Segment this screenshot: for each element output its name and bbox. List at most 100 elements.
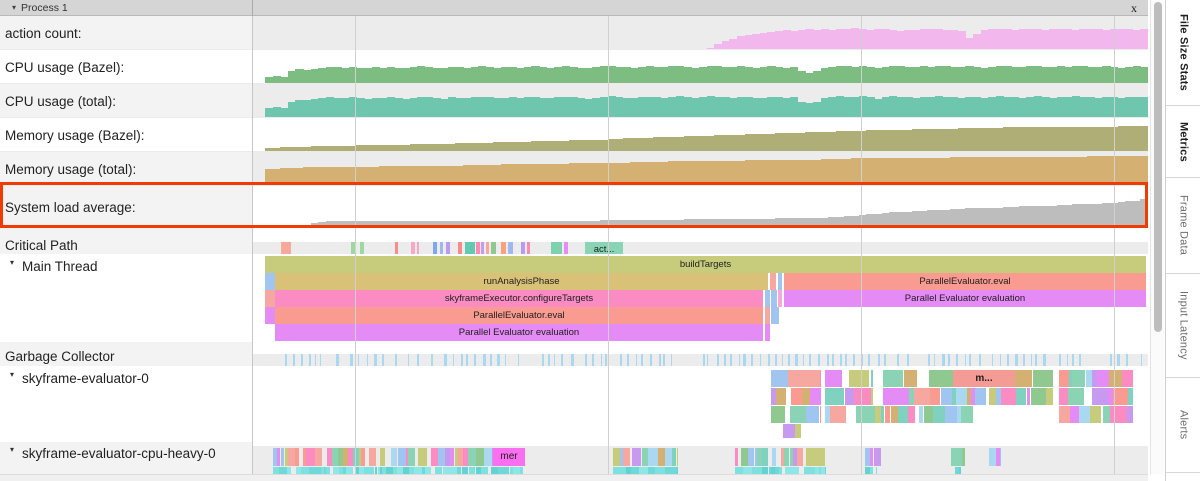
flame-slice[interactable] — [781, 448, 785, 466]
track-row-garbage-collector[interactable]: Garbage Collector — [0, 342, 1148, 366]
flame-slice[interactable] — [1059, 370, 1069, 387]
gc-tick[interactable] — [490, 354, 492, 366]
flame-slice[interactable] — [945, 406, 957, 423]
flame-slice[interactable] — [276, 448, 281, 466]
flame-slice[interactable] — [923, 406, 933, 423]
gc-tick[interactable] — [504, 354, 507, 366]
flame-slice[interactable] — [735, 448, 739, 466]
flame-slice[interactable] — [358, 467, 365, 474]
flame-slice[interactable] — [462, 448, 468, 466]
flame-slice[interactable] — [324, 467, 327, 474]
timeline-area[interactable]: action count: CPU usage (Bazel): CPU usa… — [0, 16, 1148, 474]
flame-slice[interactable] — [333, 467, 339, 474]
gc-tick[interactable] — [452, 354, 455, 366]
flame-slice[interactable] — [346, 467, 354, 474]
flame-slice[interactable] — [830, 406, 847, 423]
flame-slice[interactable] — [497, 467, 506, 474]
critical-path-slice[interactable] — [281, 242, 291, 254]
gc-tick[interactable] — [466, 354, 469, 366]
flame-slice[interactable] — [839, 388, 845, 405]
flame-slice[interactable] — [914, 388, 931, 405]
flame-slice[interactable] — [735, 467, 744, 474]
flame-slice[interactable] — [654, 467, 659, 474]
gc-tick[interactable] — [308, 354, 312, 366]
flame-slice[interactable] — [1097, 370, 1110, 387]
gc-tick[interactable] — [884, 354, 887, 366]
flame-slice[interactable] — [458, 448, 463, 466]
flame-slice[interactable] — [772, 448, 776, 466]
flame-slice[interactable] — [1102, 406, 1111, 423]
flame-slice[interactable] — [377, 467, 380, 474]
flame-slice[interactable] — [397, 467, 403, 474]
gc-tick[interactable] — [716, 354, 720, 366]
flame-slice[interactable] — [449, 448, 455, 466]
flame-slice[interactable] — [771, 406, 785, 423]
gc-tick[interactable] — [605, 354, 607, 366]
flame-slice[interactable] — [854, 388, 872, 405]
flame-slice[interactable] — [898, 406, 908, 423]
gc-tick[interactable] — [394, 354, 397, 366]
track-label-skyframe-evaluator-cpu-heavy-0[interactable]: ▾ skyframe-evaluator-cpu-heavy-0 — [0, 442, 252, 474]
flame-slice[interactable] — [648, 467, 655, 474]
rail-tab-frame-data[interactable]: Frame Data — [1166, 178, 1200, 274]
flame-slice[interactable]: ParallelEvaluator.eval — [784, 273, 1146, 290]
flame-slice[interactable] — [770, 467, 776, 474]
flame-slice[interactable] — [783, 424, 795, 438]
track-canvas-garbage-collector[interactable] — [253, 342, 1148, 366]
gc-tick[interactable] — [818, 354, 820, 366]
chevron-down-icon[interactable]: ▾ — [10, 258, 15, 267]
flame-slice[interactable] — [361, 448, 365, 466]
track-row-cpu-usage-total[interactable]: CPU usage (total): — [0, 84, 1148, 118]
flame-slice[interactable] — [483, 448, 492, 466]
gc-tick[interactable] — [518, 354, 520, 366]
flame-slice[interactable] — [475, 467, 478, 474]
rail-tab-input-latency[interactable]: Input Latency — [1166, 274, 1200, 378]
flame-slice[interactable] — [1068, 388, 1085, 405]
flame-slice[interactable]: runAnalysisPhase — [275, 273, 768, 290]
critical-path-slice[interactable] — [508, 242, 513, 254]
scrollbar-thumb[interactable] — [1154, 2, 1162, 332]
gc-tick[interactable] — [1067, 354, 1069, 366]
flame-slice[interactable] — [825, 388, 840, 405]
flame-slice[interactable] — [818, 467, 821, 474]
flame-slice[interactable] — [301, 467, 309, 474]
gc-tick[interactable] — [964, 354, 967, 366]
gc-tick[interactable] — [852, 354, 855, 366]
flame-slice[interactable] — [288, 448, 295, 466]
gc-tick[interactable] — [781, 354, 784, 366]
gc-tick[interactable] — [832, 354, 834, 366]
flame-slice[interactable] — [676, 448, 677, 466]
critical-path-slice[interactable] — [491, 242, 496, 254]
gc-tick[interactable] — [571, 354, 574, 366]
track-canvas-cpu-usage-total[interactable] — [253, 84, 1148, 118]
track-row-cpu-usage-bazel[interactable]: CPU usage (Bazel): — [0, 50, 1148, 84]
gc-tick[interactable] — [1035, 354, 1037, 366]
flame-slice[interactable] — [374, 467, 378, 474]
gc-tick[interactable] — [627, 354, 630, 366]
flame-slice[interactable] — [1094, 406, 1101, 423]
flame-slice[interactable] — [1001, 388, 1016, 405]
rail-tab-file-size-stats[interactable]: File Size Stats — [1166, 0, 1200, 106]
horizontal-scrollbar[interactable] — [0, 474, 1148, 481]
gc-tick[interactable] — [483, 354, 486, 366]
flame-slice[interactable] — [789, 406, 806, 423]
gc-tick[interactable] — [878, 354, 880, 366]
flame-slice[interactable] — [874, 406, 881, 423]
flame-slice[interactable] — [505, 467, 510, 474]
flame-slice[interactable] — [437, 448, 445, 466]
critical-path-slice[interactable] — [551, 242, 562, 254]
gc-tick[interactable] — [703, 354, 705, 366]
gc-tick[interactable] — [1043, 354, 1046, 366]
critical-path-slice[interactable]: act... — [585, 242, 623, 254]
gc-tick[interactable] — [868, 354, 870, 366]
gc-tick[interactable] — [366, 354, 369, 366]
flame-slice[interactable] — [386, 467, 394, 474]
gc-tick[interactable] — [906, 354, 909, 366]
flame-slice[interactable] — [994, 448, 997, 466]
flame-slice[interactable] — [265, 273, 275, 290]
flame-slice[interactable] — [883, 388, 897, 405]
flame-slice[interactable] — [1112, 388, 1128, 405]
flame-slice[interactable] — [382, 467, 387, 474]
flame-slice[interactable] — [331, 448, 338, 466]
flame-slice[interactable] — [820, 406, 821, 423]
